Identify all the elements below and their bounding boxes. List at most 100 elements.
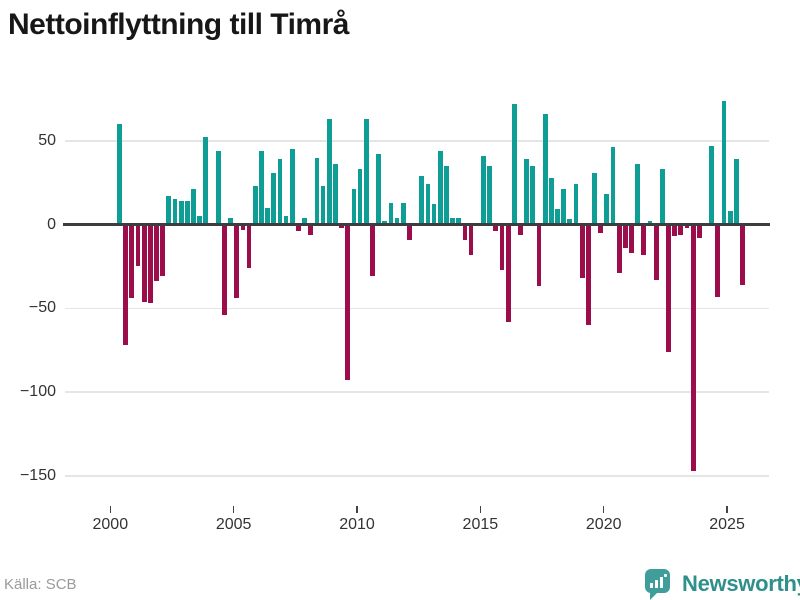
bar-2013-Q1 — [431, 204, 437, 225]
bar-2007-Q1 — [283, 216, 289, 225]
bar-2011-Q4 — [400, 202, 406, 225]
bar-2000-Q4 — [129, 224, 135, 299]
bar-2012-Q4 — [425, 184, 431, 225]
bar-2014-Q2 — [462, 224, 468, 240]
bar-2010-Q4 — [376, 154, 381, 225]
bar-2001-Q4 — [154, 224, 159, 282]
bar-2025-Q3 — [740, 224, 745, 285]
bar-2007-Q3 — [296, 224, 301, 232]
bar-2009-Q2 — [339, 224, 344, 228]
bar-2005-Q1 — [234, 224, 240, 299]
bar-2010-Q1 — [357, 169, 363, 225]
bar-2022-Q3 — [666, 224, 671, 352]
bar-2021-Q1 — [629, 224, 634, 253]
bar-2008-Q2 — [314, 157, 320, 225]
bar-2009-Q4 — [351, 189, 357, 225]
page-title: Nettoinflyttning till Timrå — [8, 8, 349, 41]
y-axis-tick-label: −100 — [19, 383, 56, 400]
bar-2006-Q2 — [265, 207, 270, 225]
bar-2013-Q3 — [444, 165, 449, 225]
bar-2003-Q3 — [197, 216, 203, 225]
bar-2017-Q2 — [536, 224, 542, 287]
x-axis-tick — [479, 506, 482, 513]
y-axis-tick-label: −150 — [19, 466, 56, 484]
x-axis-tick — [602, 506, 605, 513]
x-axis-tick-label: 2025 — [709, 516, 745, 533]
bar-2021-Q3 — [641, 224, 647, 255]
bar-2007-Q4 — [302, 217, 307, 225]
bar-2009-Q1 — [333, 164, 338, 225]
y-axis-tick-label: 0 — [47, 215, 56, 233]
gridline — [65, 307, 769, 309]
bar-2006-Q1 — [259, 150, 264, 225]
x-axis-tick-label: 2020 — [585, 516, 622, 533]
bar-2013-Q4 — [450, 217, 455, 225]
bar-2004-Q3 — [221, 224, 227, 315]
bar-2017-Q3 — [542, 113, 548, 225]
bar-2006-Q3 — [271, 172, 277, 225]
bar-2016-Q3 — [518, 224, 523, 235]
bar-2018-Q3 — [567, 219, 573, 225]
bar-2015-Q1 — [481, 155, 486, 225]
bar-2017-Q4 — [548, 177, 554, 225]
bar-2000-Q3 — [123, 224, 129, 346]
logo-tail — [650, 591, 659, 600]
bar-2020-Q4 — [622, 224, 628, 248]
bar-2021-Q2 — [635, 164, 641, 225]
bar-2020-Q3 — [616, 224, 622, 274]
gridline — [65, 475, 769, 477]
x-axis-tick-label: 2000 — [92, 516, 129, 533]
bar-2001-Q2 — [141, 224, 147, 302]
source-note: Källa: SCB — [4, 576, 77, 593]
bar-2023-Q1 — [678, 224, 684, 235]
x-axis-tick — [109, 506, 112, 513]
gridline — [65, 391, 769, 393]
bar-2019-Q4 — [598, 224, 603, 233]
bar-2000-Q2 — [117, 124, 122, 225]
bar-2012-Q1 — [407, 224, 412, 240]
bar-2018-Q4 — [573, 184, 579, 225]
bar-2024-Q2 — [709, 145, 715, 225]
bar-2023-Q3 — [690, 224, 696, 471]
bar-2008-Q3 — [320, 185, 326, 225]
bar-2015-Q3 — [493, 224, 499, 232]
bar-2016-Q2 — [511, 103, 517, 225]
x-axis-tick-label: 2005 — [215, 516, 252, 533]
bar-2019-Q2 — [585, 224, 591, 325]
x-axis-tick — [356, 506, 358, 513]
bar-2010-Q3 — [370, 224, 375, 277]
bar-2022-Q2 — [659, 169, 665, 225]
bar-2024-Q3 — [715, 224, 721, 297]
bar-2016-Q4 — [524, 159, 529, 225]
x-axis-tick — [726, 506, 728, 513]
x-axis-tick-label: 2010 — [339, 516, 375, 533]
bar-2003-Q2 — [191, 189, 196, 225]
bar-2023-Q2 — [684, 224, 690, 228]
brand-name: Newsworthy — [682, 571, 800, 596]
gridline — [65, 140, 769, 142]
bar-2003-Q1 — [184, 201, 190, 225]
y-axis-tick-label: −50 — [28, 299, 56, 317]
bar-2001-Q1 — [135, 224, 141, 267]
bar-2003-Q4 — [203, 137, 209, 225]
bar-2005-Q2 — [240, 224, 246, 230]
bar-2007-Q2 — [289, 149, 295, 225]
bar-2025-Q2 — [733, 159, 739, 225]
bar-2014-Q1 — [456, 217, 462, 225]
bar-2004-Q2 — [215, 150, 221, 225]
bar-2009-Q3 — [345, 224, 351, 381]
bar-2005-Q4 — [252, 185, 258, 225]
x-axis-tick — [232, 506, 235, 513]
bar-2025-Q1 — [727, 211, 733, 225]
bar-2002-Q2 — [166, 196, 172, 225]
bar-2005-Q3 — [246, 224, 252, 269]
bar-2016-Q1 — [505, 224, 511, 322]
bar-2004-Q4 — [228, 217, 233, 225]
bar-2012-Q3 — [419, 175, 425, 225]
x-axis-zero-line — [63, 223, 770, 226]
bar-2001-Q3 — [147, 224, 153, 304]
x-axis-tick-label: 2015 — [462, 516, 499, 533]
bar-2019-Q1 — [579, 224, 585, 279]
bar-2011-Q3 — [394, 217, 400, 225]
y-axis-tick-label: 50 — [38, 131, 56, 149]
